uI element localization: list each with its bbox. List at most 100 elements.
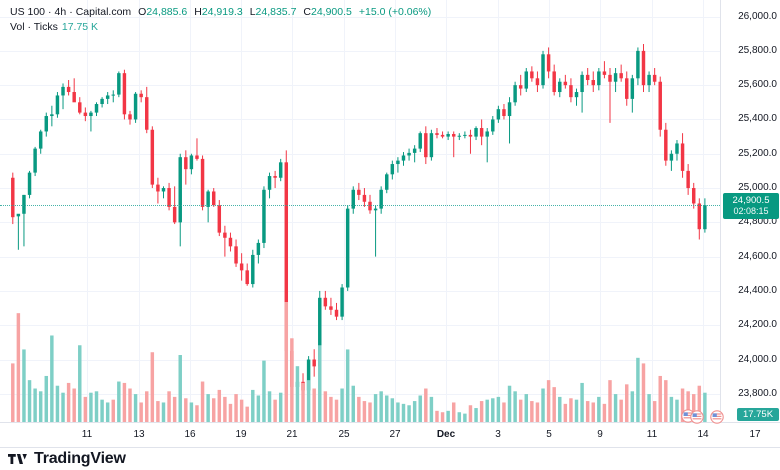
volume-bar	[546, 380, 551, 422]
candle-body	[373, 208, 378, 211]
volume-bar	[217, 389, 222, 422]
price-tick-label: 25,600.0	[738, 79, 777, 91]
volume-bar	[11, 363, 15, 422]
symbol-label[interactable]: US 100	[10, 6, 46, 18]
volume-bar	[636, 357, 640, 422]
volume-bar	[234, 394, 238, 422]
open-value: 24,885.6	[146, 6, 188, 18]
high-prefix: H	[194, 6, 202, 18]
volume-bar	[262, 360, 266, 422]
vertical-gridline	[549, 0, 550, 422]
time-tick-label: 5	[546, 429, 552, 440]
volume-bar	[379, 391, 383, 422]
volume-bar	[502, 402, 506, 422]
horizontal-gridline	[0, 222, 720, 224]
candle-body	[111, 94, 115, 96]
candle-body	[83, 112, 88, 117]
chart-plot-area[interactable]	[0, 0, 720, 422]
volume-bar	[524, 394, 529, 422]
volume-bar	[318, 345, 322, 422]
candle-body	[541, 54, 545, 86]
legend-separator-2: ·	[69, 6, 73, 18]
candle-body	[50, 114, 54, 117]
volume-bar	[558, 396, 562, 422]
volume-bar	[591, 402, 595, 422]
current-price-value: 24,900.5	[732, 195, 770, 207]
volume-bar	[278, 392, 283, 422]
volume-bar	[664, 380, 668, 422]
candle-body	[200, 158, 205, 207]
candle-body	[608, 74, 612, 82]
candle-body	[72, 92, 76, 103]
candle-body	[172, 206, 177, 223]
candle-body	[345, 208, 350, 288]
volume-bar	[139, 402, 143, 422]
candle-body	[602, 71, 607, 75]
candle-body	[61, 86, 65, 96]
time-axis[interactable]: 11 13 16 19 21 25 27 Dec 3 5 9 11 14 17	[0, 422, 780, 448]
volume-bar	[563, 403, 568, 422]
volume-bar	[267, 391, 272, 422]
volume-bar	[195, 405, 199, 422]
candle-body	[513, 85, 517, 103]
us-flag-marker-3[interactable]	[710, 410, 724, 424]
candle-body	[597, 71, 601, 86]
candle-body	[184, 157, 188, 170]
ohlc-open: O24,885.6	[138, 5, 187, 19]
legend-volume-row[interactable]: Vol · Ticks 17.75 K	[10, 20, 431, 34]
candle-body	[323, 297, 328, 307]
time-tick-label: 13	[133, 429, 145, 440]
candle-body	[340, 287, 344, 317]
volume-bar	[675, 399, 679, 422]
candle-body	[78, 102, 82, 113]
low-value: 24,835.7	[255, 6, 297, 18]
volume-bar	[457, 412, 462, 422]
volume-bar	[619, 399, 623, 422]
candle-body	[636, 50, 640, 79]
volume-bar	[373, 394, 378, 422]
candle-body	[619, 73, 623, 79]
volume-bar	[552, 387, 556, 422]
price-tick-label: 25,400.0	[738, 113, 777, 125]
volume-bar	[345, 349, 350, 422]
candle-body	[145, 97, 149, 130]
volume-bar	[602, 403, 607, 422]
legend-primary-row[interactable]: US 100 · 4h · Capital.com O24,885.6 H24,…	[10, 5, 431, 19]
volume-bar	[122, 382, 127, 422]
time-tick-label: 11	[81, 429, 93, 440]
volume-bar	[680, 388, 685, 422]
us-flag-marker-2[interactable]	[690, 410, 704, 424]
candle-body	[569, 85, 573, 98]
volume-bar	[145, 391, 149, 422]
current-price-badge[interactable]: 24,900.5 02:08:15	[723, 193, 779, 220]
volume-bar	[284, 302, 289, 422]
exchange-label[interactable]: Capital.com	[75, 6, 132, 18]
tradingview-logo-text: TradingView	[34, 450, 126, 467]
volume-bar	[89, 392, 93, 422]
volume-bar	[228, 403, 233, 422]
tradingview-glyph-icon	[8, 454, 27, 464]
vertical-gridline	[600, 0, 601, 422]
change-value: +15.0 (+0.06%)	[358, 6, 432, 18]
vertical-gridline	[87, 0, 88, 422]
candle-body	[675, 143, 679, 154]
vertical-gridline	[652, 0, 653, 422]
volume-bar	[597, 396, 601, 422]
volume-bar	[200, 381, 205, 422]
interval-label[interactable]: 4h	[54, 6, 67, 18]
horizontal-gridline	[0, 119, 720, 121]
candle-body	[128, 114, 132, 120]
candlestick-series[interactable]	[0, 0, 720, 422]
volume-bar	[362, 401, 367, 422]
high-value: 24,919.3	[201, 6, 243, 18]
ohlc-close: C24,900.5	[303, 5, 351, 19]
time-tick-label: 21	[286, 429, 298, 440]
volume-value-badge[interactable]: 17.75K	[737, 408, 779, 421]
volume-bar	[390, 398, 395, 422]
price-axis[interactable]: 26,000.0 25,800.0 25,600.0 25,400.0 25,200.0…	[720, 0, 780, 422]
volume-bar	[485, 399, 489, 422]
tradingview-logo[interactable]: TradingView	[8, 450, 126, 468]
volume-bar	[189, 402, 194, 422]
time-tick-label: 17	[749, 429, 761, 440]
